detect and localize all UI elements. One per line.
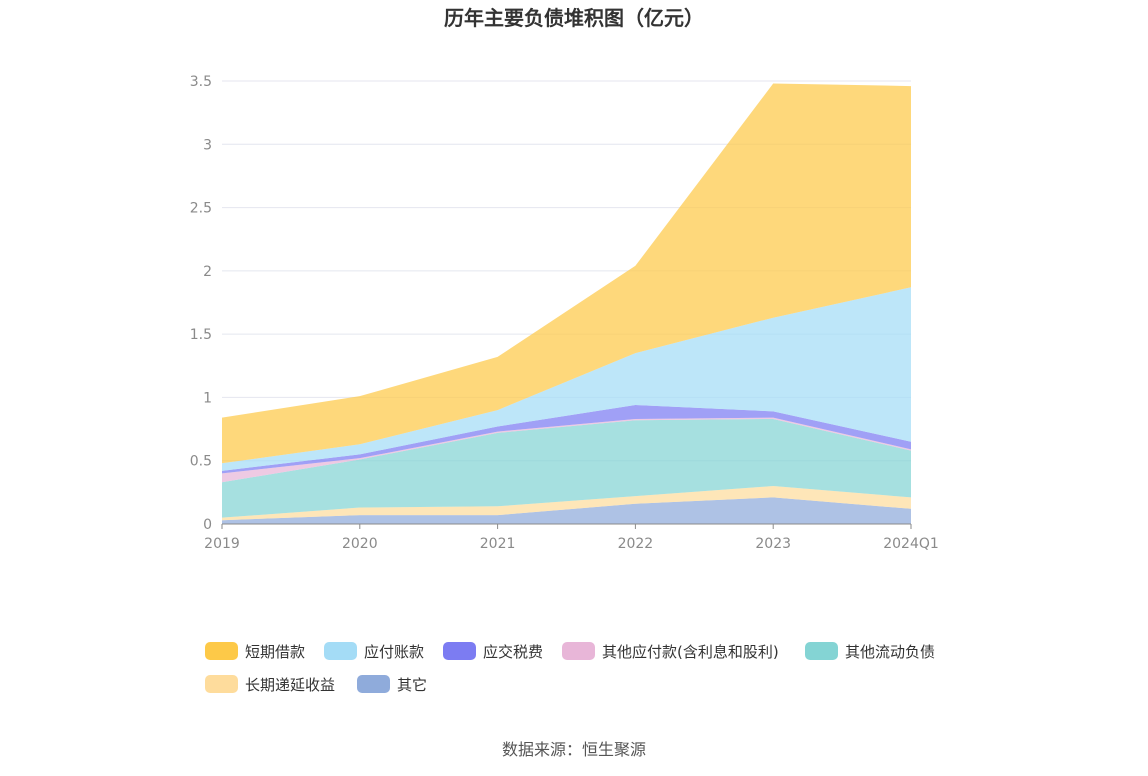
legend-swatch (443, 642, 476, 660)
chart-title: 历年主要负债堆积图（亿元） (444, 6, 704, 30)
y-tick-label: 2 (203, 264, 212, 280)
legend-swatch (205, 675, 238, 693)
legend-label: 长期递延收益 (245, 676, 335, 694)
y-tick-label: 0 (203, 517, 212, 533)
area-应交税费 (222, 405, 911, 474)
legend-label: 短期借款 (245, 643, 305, 661)
area-series (222, 83, 911, 524)
source-text: 数据来源：恒生聚源 (502, 740, 646, 759)
y-tick-label: 3 (203, 137, 212, 153)
legend-swatch (805, 642, 838, 660)
axes: 0 0.5 1 1.5 2 2.5 3 3.5 2019 2020 2021 2022 2023 2024… (190, 74, 939, 552)
y-tick-label: 0.5 (190, 454, 212, 470)
y-tick-label: 1 (203, 390, 212, 406)
area-应付账款 (222, 287, 911, 471)
legend-label: 应付账款 (364, 643, 424, 661)
legend-swatch (357, 675, 390, 693)
legend-label: 其它 (397, 676, 427, 694)
legend-swatch (562, 642, 595, 660)
x-tick-label: 2020 (342, 536, 378, 552)
area-其它 (222, 497, 911, 524)
y-tick-label: 3.5 (190, 74, 212, 90)
x-tick-label: 2022 (618, 536, 654, 552)
x-tick-label: 2021 (480, 536, 516, 552)
area-长期递延收益 (222, 486, 911, 521)
y-tick-label: 2.5 (190, 201, 212, 217)
area-短期借款 (222, 83, 911, 464)
legend-label: 其他流动负债 (845, 643, 935, 661)
legend-label: 其他应付款(含利息和股利) (602, 643, 779, 661)
x-tick-label: 2023 (755, 536, 791, 552)
x-tick-label: 2024Q1 (883, 536, 939, 552)
legend-swatch (324, 642, 357, 660)
x-tick-label: 2019 (204, 536, 240, 552)
y-tick-label: 1.5 (190, 327, 212, 343)
legend-swatch (205, 642, 238, 660)
legend-label: 应交税费 (483, 643, 543, 661)
area-其他流动负债 (222, 418, 911, 518)
